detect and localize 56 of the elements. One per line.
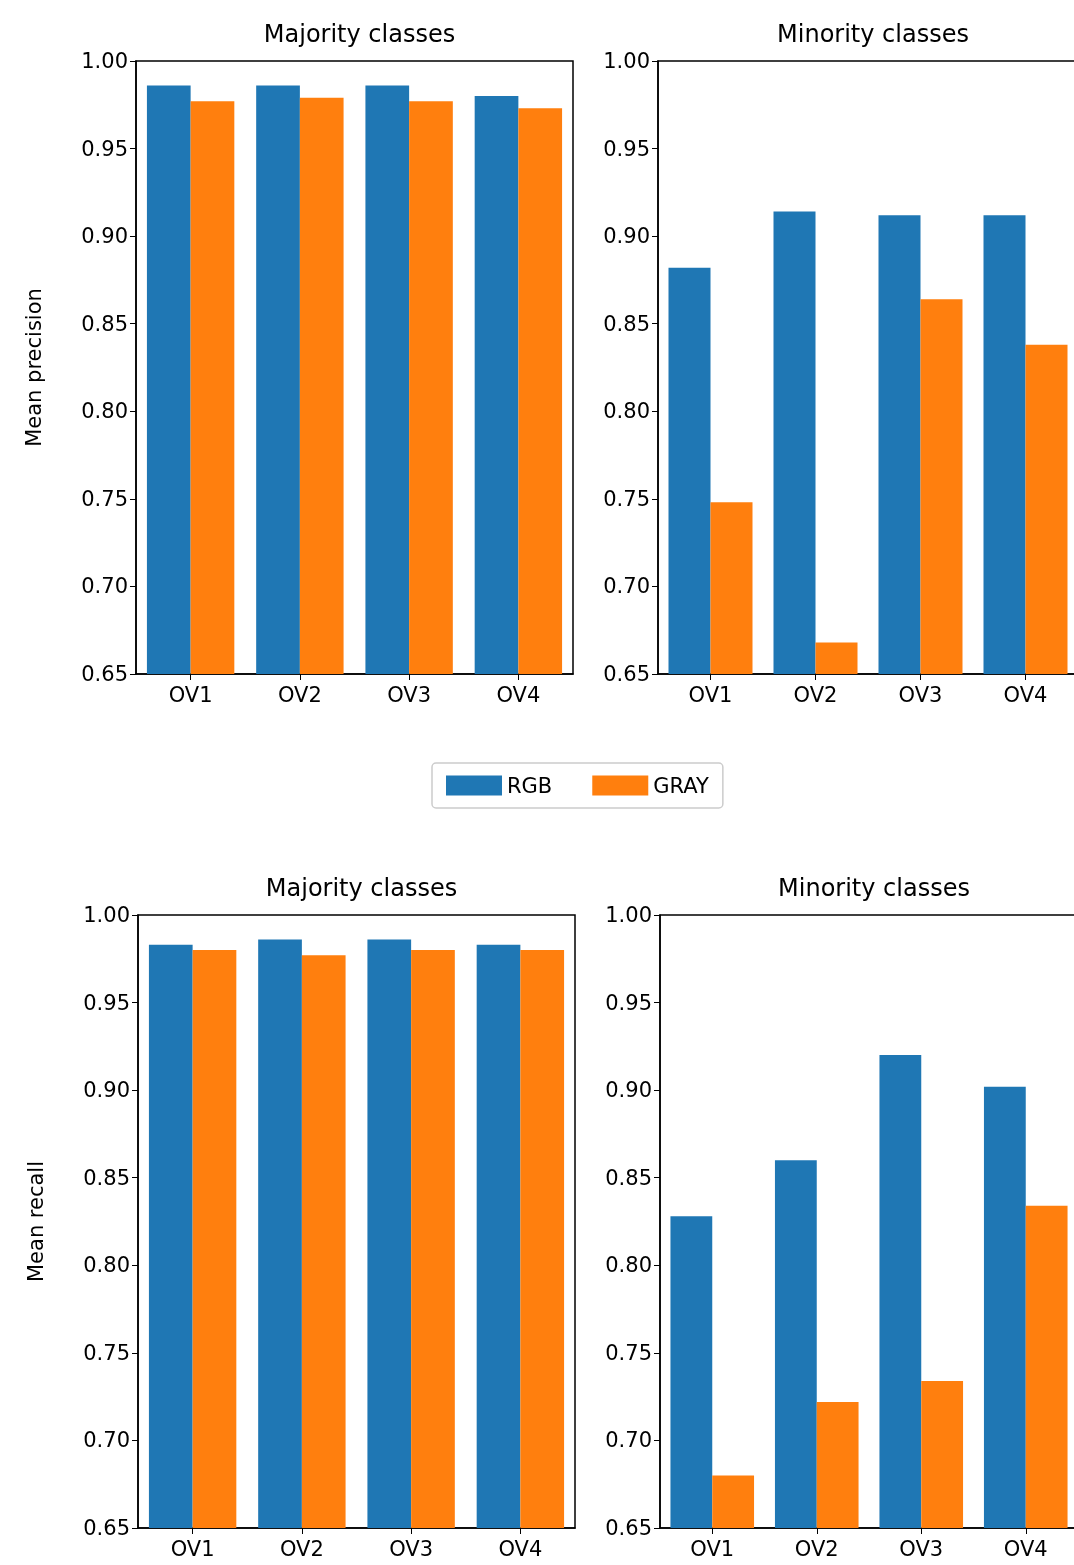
y-tick-label: 0.85 <box>81 311 128 336</box>
y-tick-label: 0.75 <box>83 1340 130 1365</box>
legend-label: GRAY <box>653 773 710 798</box>
y-tick-label: 0.95 <box>605 990 652 1015</box>
chart-title: Majority classes <box>263 20 456 48</box>
y-tick-label: 0.90 <box>603 224 650 249</box>
x-tick-label: OV3 <box>389 1536 434 1561</box>
x-tick-label: OV3 <box>898 682 943 707</box>
y-axis-title: Mean precision <box>21 288 46 447</box>
y-tick-label: 0.80 <box>603 399 650 424</box>
y-tick-label: 0.80 <box>83 1253 130 1278</box>
chart-title: Minority classes <box>778 874 970 902</box>
y-tick-label: 0.80 <box>605 1253 652 1278</box>
x-tick-label: OV2 <box>794 1536 839 1561</box>
y-tick-label: 0.65 <box>81 662 128 686</box>
y-tick-label: 0.75 <box>605 1340 652 1365</box>
y-tick-label: 0.70 <box>605 1428 652 1453</box>
y-tick-label: 1.00 <box>81 49 128 73</box>
y-tick-label: 0.80 <box>81 399 128 424</box>
chart-title: Majority classes <box>265 874 458 902</box>
x-tick-label: OV1 <box>688 682 733 707</box>
y-tick-label: 0.90 <box>83 1078 130 1103</box>
y-tick-label: 1.00 <box>603 49 650 73</box>
y-tick-label: 0.95 <box>81 136 128 161</box>
x-tick-label: OV3 <box>899 1536 944 1561</box>
y-tick-label: 0.75 <box>603 486 650 511</box>
x-tick-label: OV1 <box>690 1536 735 1561</box>
y-tick-label: 0.65 <box>605 1516 652 1540</box>
y-tick-label: 0.85 <box>603 311 650 336</box>
y-tick-label: 1.00 <box>83 903 130 927</box>
x-tick-label: OV4 <box>1003 682 1048 707</box>
legend-label: RGB <box>507 773 553 798</box>
y-tick-label: 0.90 <box>81 224 128 249</box>
y-tick-label: 0.70 <box>603 574 650 599</box>
x-tick-label: OV4 <box>1003 1536 1048 1561</box>
y-tick-label: 0.70 <box>83 1428 130 1453</box>
x-tick-label: OV2 <box>793 682 838 707</box>
y-tick-label: 0.95 <box>83 990 130 1015</box>
y-tick-label: 0.65 <box>603 662 650 686</box>
x-tick-label: OV1 <box>170 1536 215 1561</box>
y-tick-label: 0.65 <box>83 1516 130 1540</box>
y-tick-label: 0.85 <box>605 1165 652 1190</box>
x-tick-label: OV2 <box>279 1536 324 1561</box>
y-tick-label: 0.70 <box>81 574 128 599</box>
chart-title: Minority classes <box>777 20 969 48</box>
y-tick-label: 0.85 <box>83 1165 130 1190</box>
y-tick-label: 0.75 <box>81 486 128 511</box>
x-tick-label: OV1 <box>168 682 213 707</box>
y-tick-label: 0.90 <box>605 1078 652 1103</box>
x-tick-label: OV2 <box>277 682 322 707</box>
y-tick-label: 1.00 <box>605 903 652 927</box>
x-tick-label: OV4 <box>498 1536 543 1561</box>
x-tick-label: OV4 <box>496 682 541 707</box>
y-tick-label: 0.95 <box>603 136 650 161</box>
x-tick-label: OV3 <box>387 682 432 707</box>
y-axis-title: Mean recall <box>23 1160 48 1283</box>
